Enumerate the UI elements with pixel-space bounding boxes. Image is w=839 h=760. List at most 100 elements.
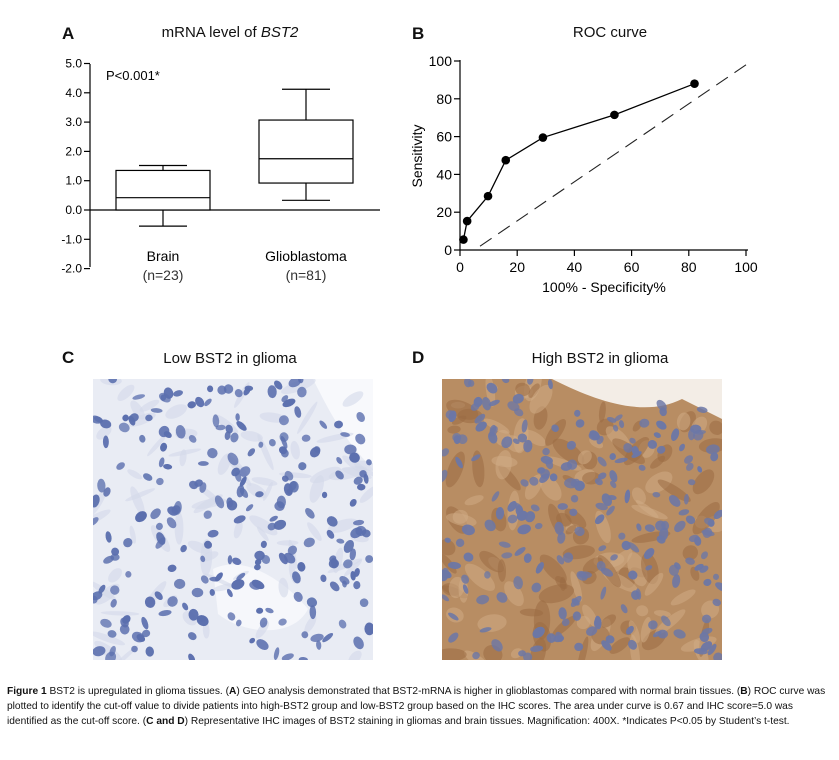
nucleus	[160, 442, 168, 452]
nucleus	[163, 387, 174, 399]
nucleus	[243, 387, 251, 396]
nucleus	[501, 379, 510, 384]
nucleus	[620, 604, 628, 614]
nucleus	[621, 540, 631, 551]
nucleus	[534, 522, 543, 530]
nucleus	[481, 397, 492, 411]
nucleus	[656, 535, 666, 544]
nucleus	[715, 582, 722, 592]
nucleus	[167, 596, 178, 607]
nucleus	[598, 545, 607, 552]
fiber	[342, 391, 364, 407]
nucleus	[235, 413, 240, 422]
nucleus	[624, 489, 631, 504]
nucleus	[349, 452, 360, 463]
nucleus	[200, 555, 206, 563]
nucleus	[335, 470, 344, 480]
nucleus	[274, 380, 283, 390]
nucleus	[305, 507, 315, 519]
nucleus	[167, 564, 177, 572]
nucleus	[361, 529, 371, 538]
nucleus	[278, 415, 289, 426]
roc-point	[538, 133, 548, 142]
roc-y-tick-label: 100	[429, 53, 453, 69]
roc-point	[501, 155, 511, 165]
nucleus	[196, 615, 207, 622]
boxes	[115, 88, 354, 227]
nucleus	[518, 650, 526, 657]
nucleus	[144, 596, 156, 608]
y-tick-label: 1.0	[65, 174, 82, 188]
nucleus	[131, 645, 138, 653]
nucleus	[267, 522, 276, 531]
nucleus	[255, 491, 264, 498]
fiber	[100, 611, 140, 616]
nucleus	[259, 617, 268, 628]
nucleus	[156, 477, 164, 486]
nucleus	[267, 385, 277, 399]
nucleus	[350, 527, 363, 539]
nucleus	[628, 542, 640, 553]
nucleus	[491, 639, 503, 652]
nucleus	[100, 618, 112, 628]
nucleus	[596, 435, 604, 445]
nucleus	[636, 523, 642, 532]
fiber	[233, 520, 243, 539]
nucleus	[710, 452, 719, 462]
nucleus	[239, 487, 249, 498]
nucleus	[281, 653, 294, 660]
stain-patch	[442, 539, 456, 556]
nucleus	[231, 579, 245, 590]
nucleus	[684, 455, 694, 464]
nucleus	[610, 480, 617, 489]
nucleus	[234, 389, 243, 398]
nucleus	[226, 500, 238, 511]
nucleus	[605, 635, 615, 644]
stain-patch	[598, 401, 606, 423]
stain-patch	[657, 479, 691, 502]
x-category-count: (n=81)	[286, 267, 327, 283]
stain-patch	[709, 420, 722, 435]
nucleus	[298, 656, 308, 660]
roc-x-tick-label: 40	[567, 259, 583, 275]
caption-b-text: ) ROC curve was plotted to identify the …	[7, 686, 826, 727]
stain-patch	[446, 513, 477, 527]
roc-x-tick-label: 0	[456, 259, 464, 275]
nucleus	[517, 433, 528, 443]
fiber	[278, 577, 289, 598]
stain-patch	[676, 412, 691, 431]
nucleus	[227, 452, 239, 466]
nucleus	[174, 578, 186, 589]
nucleus	[563, 552, 574, 563]
stain-patch	[522, 429, 547, 447]
nucleus	[203, 510, 212, 519]
nucleus	[326, 529, 335, 539]
roc-chart: 0 20 40 60 80 100 0 20 40 60 80 100 100% - Specific…	[409, 53, 758, 295]
nucleus	[501, 436, 513, 449]
fiber	[174, 511, 184, 545]
y-ticks: 5.0 4.0 3.0 2.0 1.0 0.0 -1.0 -2.0	[61, 57, 90, 276]
nucleus	[344, 444, 357, 455]
nucleus	[125, 571, 132, 578]
fiber	[130, 400, 145, 420]
nucleus	[593, 617, 602, 628]
nucleus	[215, 424, 226, 431]
nucleus	[668, 495, 681, 507]
nucleus	[265, 607, 274, 614]
nucleus	[353, 519, 365, 526]
nucleus	[160, 394, 167, 401]
nucleus	[468, 379, 475, 387]
nucleus	[523, 553, 532, 563]
nucleus	[297, 386, 307, 398]
nucleus	[261, 554, 271, 564]
nucleus	[535, 562, 544, 574]
nucleus	[488, 399, 500, 407]
nucleus	[233, 515, 246, 524]
nucleus	[447, 561, 462, 569]
box-iqr	[258, 119, 354, 184]
nucleus	[223, 384, 234, 394]
nucleus	[191, 587, 204, 598]
high-bst2-micrograph	[442, 379, 722, 660]
nucleus	[93, 517, 99, 526]
nucleus	[700, 551, 708, 560]
